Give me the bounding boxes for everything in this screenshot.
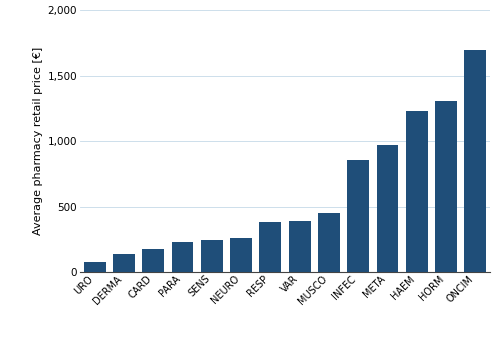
Bar	[142, 249, 164, 272]
Bar	[376, 145, 398, 272]
Bar	[288, 221, 310, 272]
Bar	[230, 238, 252, 272]
Bar	[113, 254, 135, 272]
Bar	[435, 101, 457, 272]
Bar	[347, 160, 369, 272]
Bar	[464, 50, 486, 272]
Bar	[406, 111, 428, 272]
Y-axis label: Average pharmacy retail price [€]: Average pharmacy retail price [€]	[34, 47, 43, 236]
Bar	[172, 242, 194, 272]
Bar	[318, 213, 340, 272]
Bar	[84, 262, 106, 272]
Bar	[201, 240, 223, 272]
Bar	[260, 222, 281, 272]
